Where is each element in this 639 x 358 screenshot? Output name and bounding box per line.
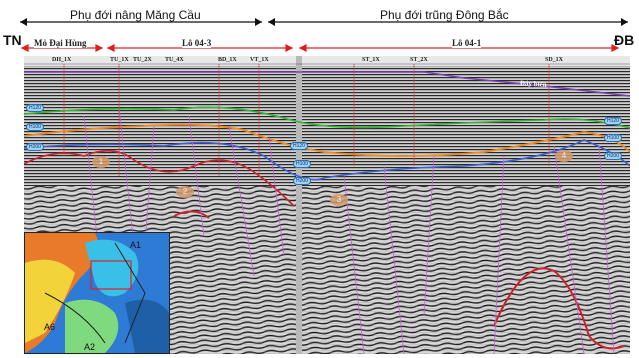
well-label: TU_4X bbox=[165, 57, 184, 63]
fault-lines bbox=[83, 105, 615, 354]
horizon-badge: H120 bbox=[26, 104, 44, 112]
block-label-lo-04-1: Lô 04-1 bbox=[452, 38, 482, 48]
zone-label-left: Phụ đới nâng Măng Cầu bbox=[70, 8, 201, 22]
horizon-badge: H200 bbox=[604, 152, 622, 160]
horizon-green bbox=[24, 106, 630, 129]
edge-label-right: ĐB bbox=[614, 32, 635, 48]
well-label: VT_1X bbox=[250, 57, 269, 63]
zone-marker: 3 bbox=[330, 194, 348, 206]
zone-marker: 1 bbox=[92, 156, 110, 168]
block-label-lo-04-3: Lô 04-3 bbox=[182, 38, 212, 48]
horizon-badge: H120 bbox=[604, 117, 622, 125]
horizon-badge: H100 bbox=[26, 123, 44, 131]
horizon-badge: H200 bbox=[293, 177, 311, 185]
well-label: DH_1X bbox=[52, 57, 72, 63]
well-label: SD_1X bbox=[545, 57, 564, 63]
horizon-badge: H100 bbox=[293, 160, 311, 168]
zone-marker: 2 bbox=[176, 186, 194, 198]
horizon-red-upper bbox=[24, 150, 295, 207]
well-label: TU_1X bbox=[110, 57, 129, 63]
inset-label: A1 bbox=[130, 240, 142, 250]
seabed-line bbox=[24, 71, 630, 97]
horizon-badge: H120 bbox=[290, 142, 308, 150]
location-inset-map bbox=[24, 232, 170, 354]
zone-arrows bbox=[20, 18, 628, 26]
well-markers bbox=[63, 64, 550, 176]
edge-label-left: TN bbox=[3, 32, 22, 48]
horizon-badge: H100 bbox=[604, 134, 622, 142]
horizon-blue bbox=[24, 139, 630, 181]
horizon-badge: H200 bbox=[26, 143, 44, 151]
horizon-orange bbox=[24, 123, 630, 157]
horizon-red-deep bbox=[493, 267, 625, 350]
well-label: ST_2X bbox=[410, 57, 428, 63]
inset-label: A2 bbox=[84, 342, 96, 352]
block-arrows bbox=[20, 44, 620, 52]
well-label: BD_1X bbox=[218, 57, 237, 63]
zone-marker: 4 bbox=[555, 150, 573, 162]
zone-label-right: Phụ đới trũng Đông Bắc bbox=[380, 8, 509, 22]
inset-label: A6 bbox=[44, 322, 56, 332]
well-label: ST_1X bbox=[362, 57, 380, 63]
block-label-mo-dai-hung: Mỏ Đại Hùng bbox=[34, 38, 87, 48]
well-label: TU_2X bbox=[133, 57, 152, 63]
